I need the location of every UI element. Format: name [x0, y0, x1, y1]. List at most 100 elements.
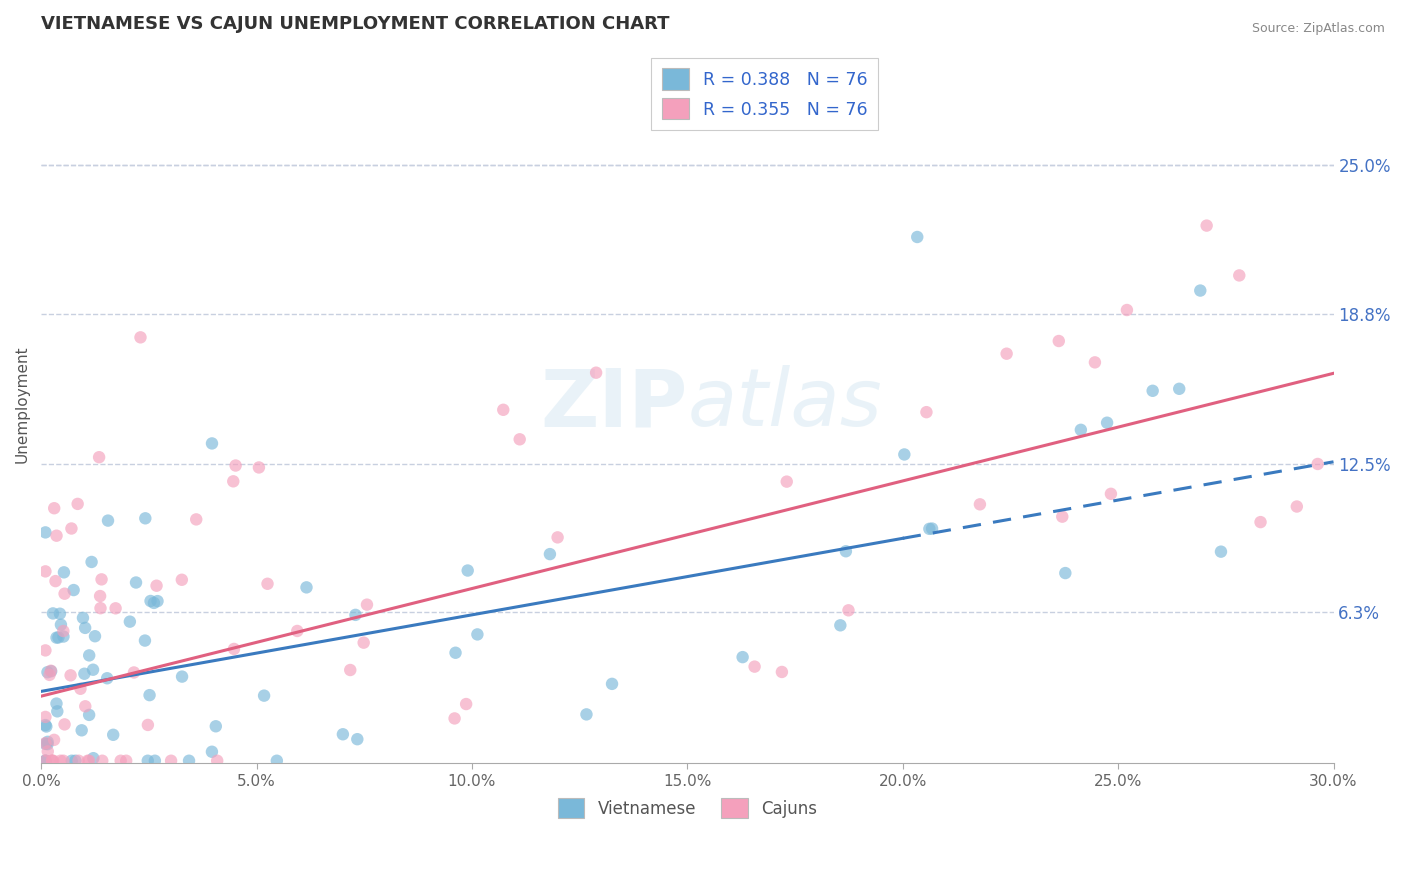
- Point: [509, 432, 531, 446]
- Point: [41, 754, 63, 768]
- Point: [48, 631, 70, 645]
- Point: [837, 603, 859, 617]
- Point: [339, 663, 361, 677]
- Point: [731, 650, 754, 665]
- Point: [90, 573, 112, 587]
- Point: [103, 728, 125, 742]
- Point: [160, 754, 183, 768]
- Point: [770, 665, 793, 679]
- Point: [143, 754, 166, 768]
- Point: [201, 436, 224, 450]
- Point: [1052, 509, 1074, 524]
- Point: [222, 642, 245, 657]
- Point: [52, 630, 75, 644]
- Point: [538, 547, 561, 561]
- Point: [75, 621, 97, 635]
- Point: [225, 458, 247, 473]
- Point: [37, 735, 59, 749]
- Point: [443, 711, 465, 725]
- Point: [34, 754, 56, 768]
- Point: [332, 727, 354, 741]
- Point: [204, 719, 226, 733]
- Point: [915, 405, 938, 419]
- Point: [34, 710, 56, 724]
- Point: [82, 751, 104, 765]
- Point: [146, 594, 169, 608]
- Point: [34, 643, 56, 657]
- Point: [39, 664, 62, 678]
- Point: [186, 512, 208, 526]
- Point: [52, 566, 75, 580]
- Point: [118, 615, 141, 629]
- Text: ZIP: ZIP: [540, 366, 688, 443]
- Point: [45, 631, 67, 645]
- Point: [49, 754, 72, 768]
- Point: [295, 580, 318, 594]
- Point: [46, 704, 69, 718]
- Point: [66, 497, 89, 511]
- Point: [1189, 284, 1212, 298]
- Point: [49, 617, 72, 632]
- Point: [125, 575, 148, 590]
- Point: [744, 659, 766, 673]
- Point: [42, 607, 65, 621]
- Point: [60, 754, 83, 768]
- Point: [995, 347, 1018, 361]
- Point: [247, 460, 270, 475]
- Text: Source: ZipAtlas.com: Source: ZipAtlas.com: [1251, 22, 1385, 36]
- Point: [77, 648, 100, 663]
- Point: [142, 596, 165, 610]
- Point: [37, 744, 59, 758]
- Point: [39, 664, 62, 678]
- Point: [356, 598, 378, 612]
- Point: [177, 754, 200, 768]
- Point: [776, 475, 799, 489]
- Point: [60, 521, 83, 535]
- Point: [266, 754, 288, 768]
- Point: [77, 707, 100, 722]
- Point: [134, 511, 156, 525]
- Point: [82, 663, 104, 677]
- Point: [918, 522, 941, 536]
- Point: [70, 723, 93, 738]
- Point: [91, 754, 114, 768]
- Point: [45, 697, 67, 711]
- Point: [134, 633, 156, 648]
- Point: [129, 330, 152, 344]
- Point: [1047, 334, 1070, 348]
- Point: [52, 754, 75, 768]
- Point: [110, 754, 132, 768]
- Point: [1227, 268, 1250, 283]
- Point: [34, 736, 56, 750]
- Point: [139, 594, 162, 608]
- Point: [1168, 382, 1191, 396]
- Point: [76, 754, 98, 768]
- Point: [80, 555, 103, 569]
- Point: [1209, 544, 1232, 558]
- Point: [905, 230, 928, 244]
- Point: [34, 754, 56, 768]
- Point: [72, 611, 94, 625]
- Point: [830, 618, 852, 632]
- Point: [59, 668, 82, 682]
- Point: [34, 525, 56, 540]
- Point: [353, 635, 375, 649]
- Point: [346, 732, 368, 747]
- Point: [145, 579, 167, 593]
- Point: [73, 666, 96, 681]
- Point: [44, 501, 66, 516]
- Point: [37, 737, 59, 751]
- Point: [41, 754, 63, 768]
- Point: [256, 576, 278, 591]
- Point: [344, 607, 367, 622]
- Point: [97, 514, 120, 528]
- Point: [1306, 457, 1329, 471]
- Point: [1116, 303, 1139, 318]
- Point: [285, 624, 308, 638]
- Point: [253, 689, 276, 703]
- Point: [1285, 500, 1308, 514]
- Point: [170, 670, 193, 684]
- Point: [1084, 355, 1107, 369]
- Point: [1054, 566, 1077, 580]
- Point: [921, 522, 943, 536]
